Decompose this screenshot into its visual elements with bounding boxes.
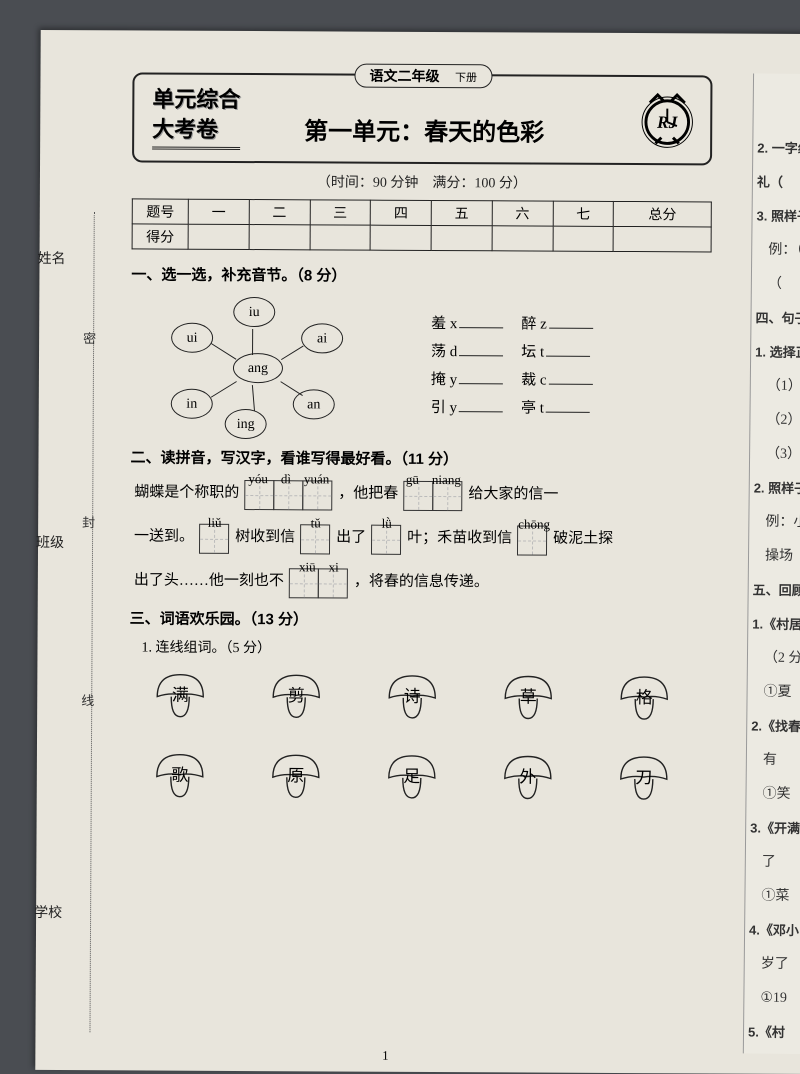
section-2-title: 二、读拼音，写汉字，看谁写得最好看。（11 分） xyxy=(130,446,800,471)
section-1: ang iu ui ai in ing an 羞 x醉 z 荡 d坛 t 掩 y… xyxy=(131,292,712,445)
pinyin-wheel: ang iu ui ai in ing an xyxy=(153,293,354,444)
sentence-text: 给大家的信一 xyxy=(468,477,558,511)
sentence-text: ，他把春 xyxy=(338,477,398,511)
next-page-sliver: 2. 一字组两礼（3. 照样子例：（苗（四、句子百宝1. 选择正（1）小芳（2）… xyxy=(743,73,800,1054)
mushroom-item: 外 xyxy=(501,748,555,802)
header-box: 语文二年级 下册 单元综合 大考卷 第一单元：春天的色彩 RJ xyxy=(132,72,712,165)
side-label-school: 学校 xyxy=(34,902,62,922)
mushroom-item: 格 xyxy=(617,669,671,723)
clock-icon: RJ xyxy=(636,89,698,151)
mushroom-item: 歌 xyxy=(153,747,207,801)
mushroom-item: 诗 xyxy=(385,668,439,722)
pair-columns: 羞 x醉 z 荡 d坛 t 掩 y裁 c 引 y亭 t xyxy=(431,310,611,423)
sentence-text: 出了 xyxy=(336,520,366,554)
timing-info: （时间：90 分钟 满分：100 分） xyxy=(132,170,712,193)
mushroom-item: 足 xyxy=(385,748,439,802)
tianzi-group[interactable]: liǔ xyxy=(200,524,229,554)
sentence-text: 蝴蝶是个称职的 xyxy=(134,475,239,510)
section-3: 1. 连线组词。（5 分） 满 剪 诗 草 格 歌 原 足 外 刀 xyxy=(129,636,730,803)
section-2: 蝴蝶是个称职的yóu dì yuán，他把春gū niang给大家的信一一送到。… xyxy=(130,475,751,600)
worksheet-page: 密 封 线 姓名 班级 学校 语文二年级 下册 单元综合 大考卷 第一单元：春天… xyxy=(35,30,800,1074)
score-table: 题号 一 二 三 四 五 六 七 总分 得分 xyxy=(132,198,712,252)
binding-mark: 封 xyxy=(82,512,95,531)
mushroom-item: 刀 xyxy=(617,749,671,803)
tianzi-group[interactable]: gū niang xyxy=(404,481,462,511)
section-3-sub: 1. 连线组词。（5 分） xyxy=(141,636,729,659)
binding-mark: 密 xyxy=(83,328,96,347)
book-tag: 语文二年级 下册 xyxy=(354,64,492,89)
tianzi-group[interactable]: lǜ xyxy=(372,525,401,555)
svg-text:RJ: RJ xyxy=(656,112,679,132)
mushroom-row-top: 满剪诗草格 xyxy=(129,666,729,723)
binding-mark: 线 xyxy=(81,690,94,709)
mushroom-item: 草 xyxy=(501,668,555,722)
sentence-text: 叶；禾苗收到信 xyxy=(407,521,512,556)
tianzi-group[interactable]: chōng xyxy=(518,525,547,555)
side-label-name: 姓名 xyxy=(37,248,65,268)
mushroom-item: 剪 xyxy=(269,667,323,721)
section-1-title: 一、选一选，补充音节。（8 分） xyxy=(131,263,800,288)
mushroom-row-bot: 歌原足外刀 xyxy=(129,746,729,803)
sentence-text: 树收到信 xyxy=(235,520,295,554)
unit-title: 第一单元：春天的色彩 xyxy=(304,111,544,147)
binding-margin: 密 封 线 xyxy=(75,212,109,1032)
mushroom-item: 原 xyxy=(269,747,323,801)
sentence-text: 出了头……他一刻也不 xyxy=(134,563,284,598)
sentence-text: 破泥土探 xyxy=(553,522,613,556)
sentence-text: ，将春的信息传递。 xyxy=(354,565,489,600)
mushroom-item: 满 xyxy=(153,667,207,721)
tianzi-group[interactable]: xiū xi xyxy=(290,568,348,598)
series-title: 单元综合 大考卷 xyxy=(152,85,240,150)
sentence-text: 一送到。 xyxy=(134,519,194,553)
page-number: 1 xyxy=(35,1046,735,1066)
section-3-title: 三、词语欢乐园。（13 分） xyxy=(130,607,800,632)
side-label-class: 班级 xyxy=(36,532,64,552)
